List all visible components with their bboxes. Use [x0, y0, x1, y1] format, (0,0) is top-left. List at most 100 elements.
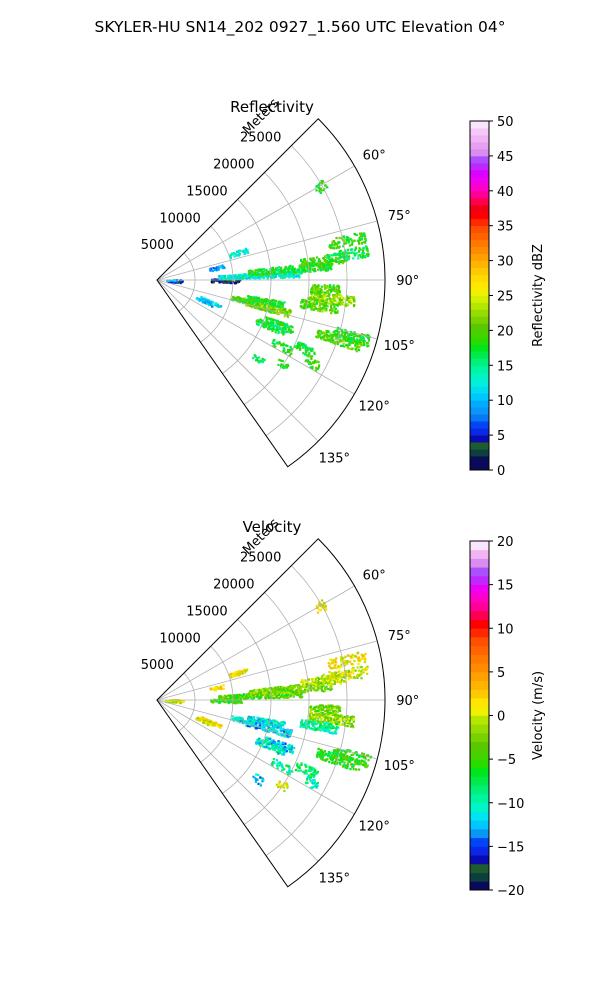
echo-pixel: [319, 754, 322, 757]
echo-pixel: [257, 296, 261, 299]
echo-pixel: [315, 299, 318, 302]
echo-pixel: [299, 265, 302, 268]
echo-pixel: [343, 257, 346, 260]
echo-pixel: [175, 281, 178, 284]
echo-pixel: [270, 687, 273, 690]
echo-pixel: [243, 300, 246, 303]
echo-pixel: [346, 760, 350, 763]
echo-pixel: [332, 294, 335, 297]
echo-pixel: [236, 300, 239, 303]
echo-pixel: [338, 299, 341, 302]
echo-pixel: [331, 705, 334, 708]
echo-pixel: [253, 696, 256, 699]
echo-pixel: [359, 759, 362, 762]
colorbar-tick-label: 40: [497, 185, 514, 200]
echo-pixel: [352, 715, 355, 719]
echo-pixel: [336, 333, 339, 336]
echo-pixel: [275, 319, 278, 322]
echo-pixel: [361, 335, 365, 338]
echo-pixel: [287, 771, 290, 774]
echo-pixel: [287, 328, 290, 331]
echo-pixel: [325, 268, 328, 272]
echo-pixel: [317, 728, 320, 731]
echo-pixel: [175, 701, 178, 704]
echo-pixel: [248, 719, 252, 723]
echo-pixel: [344, 249, 347, 252]
echo-pixel: [334, 259, 337, 262]
echo-pixel: [281, 741, 284, 744]
echo-pixel: [274, 305, 278, 308]
echo-pixel: [268, 328, 271, 331]
echo-pixel: [221, 267, 225, 270]
echo-pixel: [355, 754, 358, 757]
echo-pixel: [333, 707, 336, 710]
echo-pixel: [308, 261, 311, 264]
echo-pixel: [337, 721, 340, 724]
echo-pixel: [317, 268, 320, 271]
echo-pixel: [346, 662, 349, 665]
echo-pixel: [218, 265, 221, 268]
echo-pixel: [345, 764, 348, 768]
echo-cell: [315, 747, 363, 771]
echo-pixel: [170, 279, 173, 282]
echo-pixel: [344, 655, 347, 658]
echo-pixel: [288, 313, 291, 316]
echo-pixel: [285, 729, 288, 732]
echo-pixel: [331, 334, 334, 337]
echo-pixel: [228, 694, 231, 697]
echo-pixel: [340, 333, 344, 336]
echo-pixel: [343, 255, 346, 258]
echo-pixel: [347, 717, 351, 720]
echo-pixel: [328, 297, 331, 300]
echo-pixel: [271, 728, 274, 731]
echo-pixel: [329, 678, 332, 681]
echo-pixel: [261, 301, 265, 304]
echo-pixel: [274, 331, 277, 334]
echo-pixel: [353, 254, 356, 257]
echo-pixel: [349, 717, 352, 720]
echo-pixel: [291, 750, 294, 753]
echo-pixel: [268, 687, 271, 690]
echo-pixel: [334, 721, 337, 724]
echo-pixel: [211, 724, 215, 727]
echo-pixel: [311, 261, 314, 264]
echo-pixel: [233, 255, 236, 258]
echo-pixel: [246, 298, 249, 301]
echo-pixel: [315, 727, 318, 730]
colorbar-level: [470, 127, 489, 136]
echo-pixel: [278, 342, 281, 345]
echo-pixel: [214, 278, 217, 281]
echo-pixel: [329, 756, 332, 760]
echo-pixel: [303, 684, 306, 687]
echo-pixel: [331, 341, 334, 344]
echo-pixel: [332, 667, 335, 670]
echo-pixel: [256, 276, 260, 279]
echo-pixel: [289, 329, 292, 332]
echo-pixel: [306, 690, 310, 693]
echo-pixel: [275, 328, 278, 331]
echo-pixel: [328, 288, 331, 291]
echo-pixel: [282, 365, 285, 368]
echo-pixel: [244, 274, 247, 277]
echo-pixel: [270, 327, 273, 331]
echo-pixel: [272, 746, 275, 749]
echo-pixel: [309, 709, 312, 712]
colorbar-label: Reflectivity dBZ: [531, 244, 546, 347]
echo-pixel: [341, 660, 344, 663]
echo-pixel: [322, 720, 325, 723]
echo-pixel: [307, 359, 310, 362]
echo-pixel: [279, 726, 283, 729]
echo-pixel: [285, 686, 288, 689]
echo-pixel: [288, 354, 291, 357]
echo-pixel: [346, 725, 349, 728]
echo-pixel: [340, 295, 343, 298]
echo-pixel: [350, 671, 353, 674]
echo-pixel: [315, 683, 318, 686]
echo-pixel: [358, 254, 361, 257]
echo-pixel: [245, 693, 248, 696]
echo-pixel: [322, 180, 325, 183]
echo-pixel: [350, 239, 353, 242]
echo-pixel: [246, 725, 249, 728]
echo-pixel: [322, 299, 325, 302]
echo-pixel: [166, 279, 169, 282]
